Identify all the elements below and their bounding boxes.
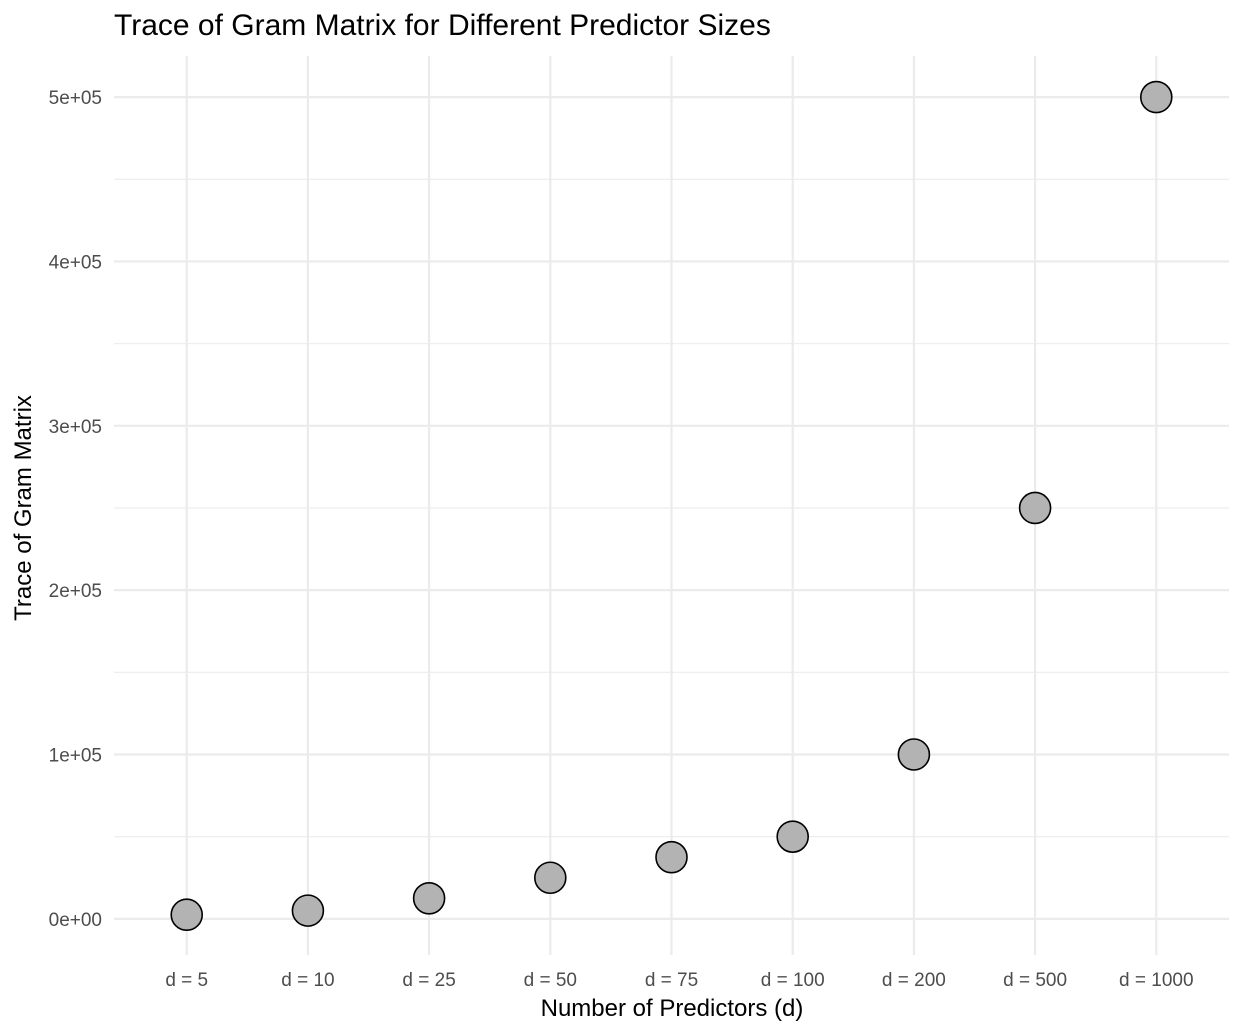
grid-lines: [114, 56, 1229, 955]
data-point: [412, 881, 446, 915]
x-tick-label: d = 50: [524, 970, 577, 991]
data-point: [1018, 491, 1052, 525]
x-tick-label: d = 1000: [1119, 970, 1194, 991]
data-point: [776, 820, 809, 853]
x-tick-label: d = 5: [165, 970, 208, 991]
x-tick-label: d = 10: [281, 970, 334, 991]
y-tick-label: 5e+05: [49, 88, 102, 109]
data-point: [1139, 80, 1173, 114]
y-tick-label: 3e+05: [49, 417, 102, 438]
y-axis-tick-labels: 0e+00 1e+05 2e+05 3e+05 4e+05 5e+05: [49, 88, 102, 931]
data-points: [170, 80, 1173, 932]
y-tick-label: 2e+05: [49, 581, 102, 602]
data-point: [534, 861, 567, 895]
data-point: [170, 898, 204, 932]
y-tick-label: 1e+05: [49, 745, 102, 766]
x-axis-tick-labels: d = 5 d = 10 d = 25 d = 50 d = 75 d = 100 d = …: [165, 970, 1193, 991]
data-point: [655, 840, 688, 874]
x-tick-label: d = 75: [645, 970, 698, 991]
chart-title: Trace of Gram Matrix for Different Predi…: [114, 9, 771, 42]
y-axis-title: Trace of Gram Matrix: [10, 395, 37, 621]
x-tick-label: d = 100: [761, 970, 825, 991]
y-tick-label: 4e+05: [49, 252, 102, 273]
data-point: [897, 738, 931, 771]
x-tick-label: d = 200: [882, 970, 946, 991]
x-tick-label: d = 25: [402, 970, 455, 991]
x-tick-label: d = 500: [1003, 970, 1067, 991]
x-axis-title: Number of Predictors (d): [541, 995, 804, 1022]
y-tick-label: 0e+00: [49, 910, 102, 931]
data-point: [291, 894, 325, 927]
